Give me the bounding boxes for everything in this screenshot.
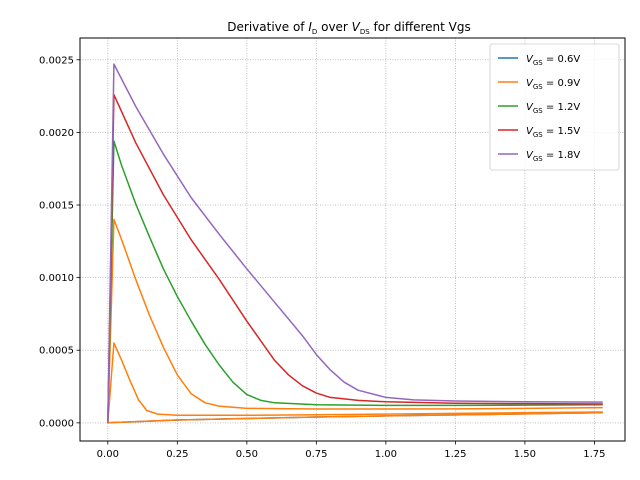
- series-line-4: [107, 140, 603, 423]
- grid: [80, 38, 625, 441]
- x-tick-label: 1.25: [444, 449, 466, 460]
- series-line-3: [107, 218, 603, 423]
- legend-box: [489, 43, 620, 171]
- y-tick-label: 0.0020: [39, 128, 74, 139]
- y-tick-label: 0.0010: [39, 273, 74, 284]
- legend-label: VGS = 1.2V: [526, 102, 580, 115]
- x-axis: 0.00 0.25 0.50 0.75 1.00 1.25 1.50 1.75: [97, 441, 606, 460]
- y-tick-label: 0.0000: [39, 418, 74, 429]
- chart-title: Derivative of ID over VDS for different …: [227, 20, 470, 36]
- legend: VGS = 0.6V VGS = 0.9V VGS = 1.2V VGS = 1.5V…: [489, 43, 620, 171]
- x-tick-label: 0.75: [305, 449, 327, 460]
- series-line-5: [107, 93, 603, 423]
- series-line-1: [107, 411, 603, 424]
- y-tick-label: 0.0025: [39, 55, 74, 66]
- y-tick-label: 0.0005: [39, 346, 74, 357]
- x-tick-label: 1.00: [375, 449, 397, 460]
- plot-frame: [79, 37, 626, 442]
- series-line-2: [107, 342, 603, 423]
- series-layer: [107, 63, 603, 424]
- x-tick-label: 0.00: [97, 449, 119, 460]
- legend-label: VGS = 0.9V: [526, 78, 580, 91]
- x-tick-label: 0.50: [236, 449, 258, 460]
- x-tick-label: 0.25: [166, 449, 188, 460]
- legend-label: VGS = 0.6V: [526, 54, 580, 67]
- y-axis: 0.0000 0.0005 0.0010 0.0015 0.0020 0.0025: [39, 55, 80, 429]
- x-tick-label: 1.75: [583, 449, 605, 460]
- legend-label: VGS = 1.5V: [526, 126, 580, 139]
- legend-label: VGS = 1.8V: [526, 150, 580, 163]
- series-line-6: [107, 63, 603, 423]
- y-tick-label: 0.0015: [39, 201, 74, 212]
- x-tick-label: 1.50: [514, 449, 536, 460]
